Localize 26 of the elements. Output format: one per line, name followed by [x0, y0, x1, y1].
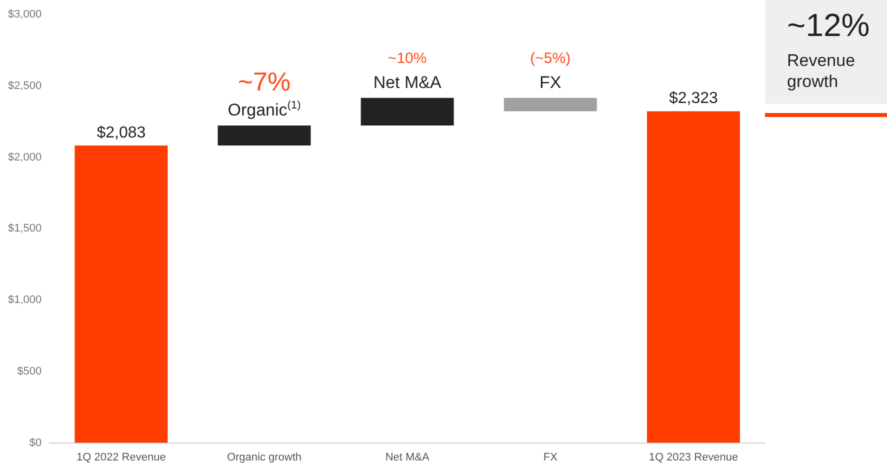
bar [504, 98, 597, 112]
annotation: ~10% [388, 50, 427, 67]
annotation: ~7% [238, 66, 291, 97]
x-tick-label: Net M&A [385, 451, 430, 464]
x-tick-label: 1Q 2023 Revenue [648, 451, 738, 464]
bar [218, 126, 311, 146]
bar [646, 111, 740, 443]
y-tick-label: $2,500 [8, 80, 42, 92]
x-tick-label: FX [543, 451, 558, 464]
data-label: $2,083 [96, 124, 146, 142]
bar [360, 98, 454, 126]
x-tick-label: 1Q 2022 Revenue [76, 451, 166, 464]
annotation: Net M&A [373, 72, 442, 92]
x-tick-label: Organic growth [226, 451, 302, 464]
y-tick-label: $3,000 [8, 8, 42, 21]
text: Revenue growth [787, 50, 856, 92]
y-tick-label: $500 [17, 365, 42, 378]
y-tick-label: $0 [29, 436, 42, 449]
bar [74, 145, 168, 443]
y-tick-label: $2,000 [8, 151, 42, 164]
data-label: $2,323 [668, 90, 718, 108]
y-tick-label: $1,500 [8, 222, 42, 235]
text: ~12% [787, 6, 871, 44]
y-tick-label: $1,000 [8, 294, 42, 306]
annotation: (~5%) [530, 50, 571, 67]
annotation: FX [540, 72, 562, 92]
